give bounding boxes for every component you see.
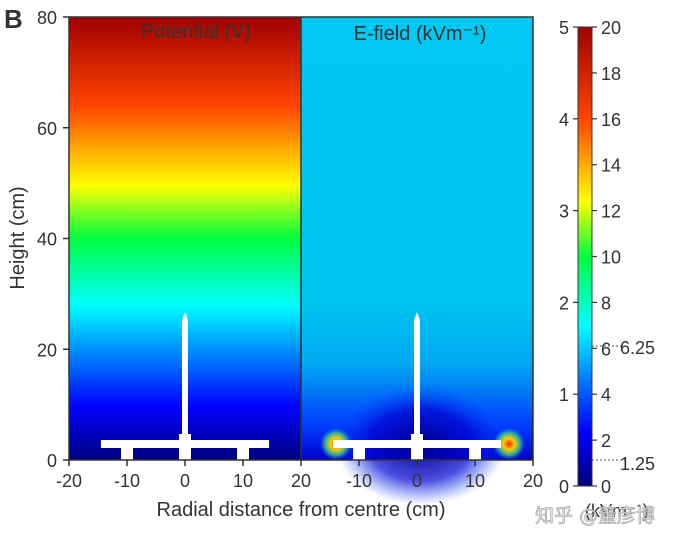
x-tick-label: -10 (346, 471, 372, 491)
y-tick-label: 20 (37, 340, 57, 360)
colorbar-right-tick-label: 0 (601, 477, 611, 497)
colorbar (577, 26, 593, 487)
x-tick-label: 20 (523, 471, 543, 491)
plate-foot (237, 448, 249, 460)
x-axis-ticks: -20 -10 0 10 20 -10 0 10 20 (56, 460, 543, 491)
electrode-structures (100, 312, 502, 460)
panel-label: B (4, 4, 23, 34)
colorbar-right-tick-label: 20 (601, 18, 621, 38)
watermark: 知乎 @董彦博 (535, 505, 655, 527)
efield-hotspot-right (493, 428, 525, 460)
colorbar-annotation-1.25: 1.25 (620, 454, 655, 474)
y-axis-label: Height (cm) (7, 186, 29, 289)
y-tick-label: 40 (37, 230, 57, 250)
rod-tip (182, 312, 188, 320)
vertical-rod (414, 320, 420, 440)
colorbar-right-tick-label: 12 (601, 202, 621, 222)
colorbar-left-tick-label: 2 (559, 293, 569, 313)
x-axis-label: Radial distance from centre (cm) (157, 499, 446, 521)
colorbar-right-tick-label: 14 (601, 156, 621, 176)
colorbar-left-tick-label: 0 (559, 477, 569, 497)
x-tick-label: -20 (56, 471, 82, 491)
center-block (411, 434, 423, 460)
colorbar-unit-label: (kVm⁻¹) (585, 501, 648, 521)
x-tick-label: -10 (114, 471, 140, 491)
x-tick-label: 0 (180, 471, 190, 491)
plate-foot (121, 448, 133, 460)
colorbar-left-tick-label: 1 (559, 385, 569, 405)
colorbar-left-tick-label: 3 (559, 202, 569, 222)
y-tick-label: 60 (37, 119, 57, 139)
center-block (179, 434, 191, 460)
colorbar-right-tick-label: 4 (601, 385, 611, 405)
plate-foot (353, 448, 365, 460)
colorbar-right-tick-label: 6 (601, 339, 611, 359)
plate-foot (469, 448, 481, 460)
colorbar-left-tick-label: 4 (559, 110, 569, 130)
x-tick-label: 10 (465, 471, 485, 491)
colorbar-right-tick-label: 2 (601, 431, 611, 451)
x-tick-label: 20 (291, 471, 311, 491)
colorbar-left-tick-label: 5 (559, 18, 569, 38)
colorbar-right-tick-label: 8 (601, 293, 611, 313)
y-tick-label: 80 (37, 8, 57, 28)
colorbar-right-tick-label: 10 (601, 248, 621, 268)
colorbar-right-tick-label: 16 (601, 110, 621, 130)
colorbar-annotation-6.25: 6.25 (620, 338, 655, 358)
x-tick-label: 10 (233, 471, 253, 491)
y-tick-label: 0 (47, 451, 57, 471)
x-tick-label: 0 (412, 471, 422, 491)
rod-tip (414, 312, 420, 320)
panel-title-potential: Potential (V) (141, 21, 251, 43)
vertical-rod (182, 320, 188, 440)
y-axis-ticks: 0 20 40 60 80 (37, 8, 69, 471)
panel-title-efield: E-field (kVm⁻¹) (354, 23, 487, 45)
colorbar-right-tick-label: 18 (601, 64, 621, 84)
